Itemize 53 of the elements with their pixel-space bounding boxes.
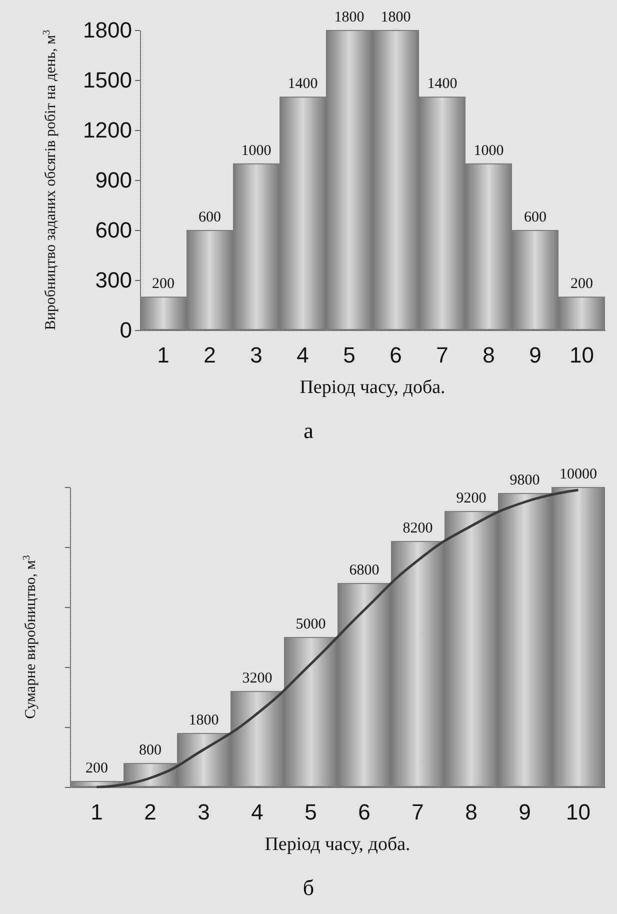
x-tick-label: 9 (529, 342, 542, 368)
x-tick-label: 6 (390, 342, 402, 368)
data-label: 600 (198, 210, 221, 226)
data-label: 5000 (296, 616, 326, 632)
text: а (302, 418, 314, 444)
x-tick-label: 9 (518, 800, 531, 824)
data-label: 200 (86, 760, 108, 776)
y-tick-label: 1800 (83, 18, 132, 42)
text: б (302, 875, 316, 901)
x-tick-label: 3 (198, 800, 210, 824)
data-label: 1800 (334, 10, 364, 26)
y-tick-label: 300 (95, 268, 132, 292)
data-label: 3200 (242, 670, 272, 686)
x-tick-label: 7 (436, 342, 448, 368)
x-tick-label: 3 (250, 342, 262, 368)
x-tick-label: 5 (343, 342, 356, 368)
data-label: 200 (570, 276, 593, 292)
x-tick-label: 2 (204, 342, 216, 368)
x-tick-label: 8 (482, 342, 495, 368)
x-tick-label: 1 (157, 342, 170, 368)
data-label: 8200 (402, 520, 433, 536)
y-tick-label: 1500 (83, 68, 132, 92)
x-tick-label: 5 (304, 800, 317, 824)
y-tick-label: 0 (120, 318, 132, 342)
data-label: 1800 (380, 10, 411, 26)
x-tick-label: 10 (570, 342, 594, 368)
data-label: 200 (152, 276, 174, 292)
y-tick-label: 1200 (83, 118, 132, 142)
data-label: 1800 (188, 712, 219, 728)
x-tick-label: 6 (358, 800, 370, 824)
y-tick-label: 900 (95, 168, 132, 192)
data-label: 1400 (427, 76, 458, 92)
data-label: 1400 (288, 76, 318, 92)
x-axis-title: Період часу, доба. (264, 834, 410, 855)
data-label: 9200 (456, 490, 486, 506)
x-tick-label: 2 (144, 800, 156, 824)
x-tick-label: 4 (296, 342, 309, 368)
x-tick-label: 4 (251, 800, 264, 824)
data-label: 1000 (474, 142, 504, 159)
data-label: 10000 (560, 466, 597, 482)
x-axis-title: Період часу, доба. (300, 377, 446, 398)
x-tick-label: 7 (412, 800, 424, 824)
x-tick-label: 10 (566, 800, 590, 824)
data-label: 800 (139, 742, 162, 758)
data-label: 1000 (241, 142, 272, 159)
y-axis-title: Сумарне виробництво, м3 (22, 555, 39, 719)
x-tick-label: 8 (465, 800, 478, 824)
data-label: 600 (524, 210, 546, 226)
y-tick-label: 600 (95, 218, 132, 242)
y-axis-title: Виробництво заданих обсягів робіт на день, м3 (42, 30, 59, 330)
data-label: 9800 (510, 472, 540, 488)
x-tick-label: 1 (90, 800, 103, 824)
data-label: 6800 (349, 562, 380, 578)
